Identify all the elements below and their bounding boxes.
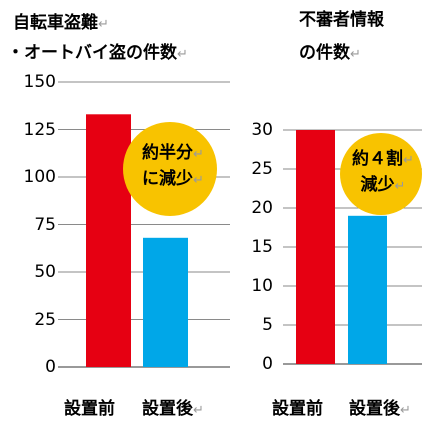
chart2-x-label-before: 設置前 (272, 399, 323, 419)
chart1-y-tick-label: 75 (34, 214, 56, 235)
chart1-y-tick-label: 125 (23, 119, 56, 140)
chart2-y-tick-label: 0 (262, 354, 273, 374)
chart1-y-tick-label: 50 (34, 262, 56, 282)
chart2-y-tick-label: 15 (251, 237, 273, 257)
chart2-title-line2: の件数↵ (299, 43, 361, 63)
chart1-y-tick-label: 25 (34, 309, 56, 330)
chart1-bar-after (143, 237, 188, 367)
chart2-annotation-bubble (340, 133, 422, 215)
chart1-annotation-bubble (123, 122, 217, 216)
chart1-x-label-after: 設置後↵ (142, 399, 204, 419)
chart2-y-tick-label: 20 (251, 198, 273, 218)
chart2-y-tick-label: 10 (251, 276, 273, 296)
chart1-title-line1: 自転車盗難↵ (13, 13, 109, 33)
chart1-bar-before (86, 114, 131, 367)
chart2-title-line1: 不審者情報 (299, 10, 384, 30)
chart2-annotation: 約４割↵ 減少↵ (352, 149, 414, 195)
chart1-y-tick-label: 100 (23, 167, 56, 187)
chart1-y-tick-label: 0 (45, 357, 56, 377)
chart2-bar-before (296, 130, 335, 364)
chart2-y-tick-label: 30 (251, 120, 273, 140)
chart1-y-tick-label: 150 (23, 72, 56, 92)
chart2-y-tick-label: 25 (251, 159, 273, 179)
chart1-annotation: 約半分↵ に減少↵ (142, 143, 204, 189)
chart2-bar-after (348, 215, 387, 364)
chart2-x-label-after: 設置後↵ (349, 399, 411, 419)
chart1-title-line2: ・オートバイ盗の件数↵ (7, 43, 188, 63)
chart1-x-label-before: 設置前 (64, 399, 115, 419)
chart2-y-tick-label: 5 (262, 315, 273, 335)
